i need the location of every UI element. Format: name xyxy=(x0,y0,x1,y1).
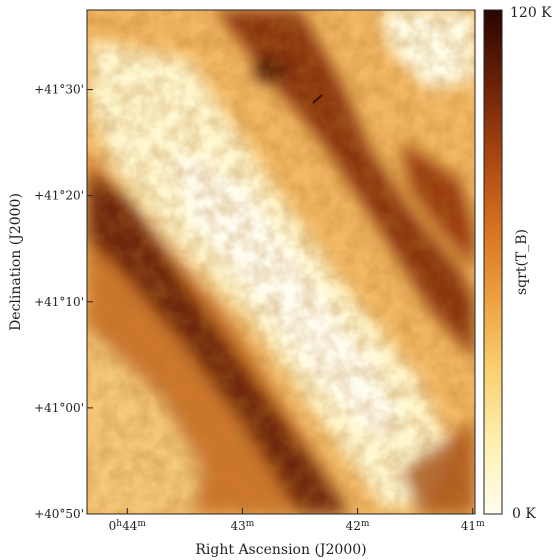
colorbar: 120 K 0 K sqrt(T_B) xyxy=(483,5,552,522)
y-axis-title: Declination (J2000) xyxy=(8,193,24,331)
x-tick-label: 41m xyxy=(461,519,485,533)
y-tick-label: +41°10' xyxy=(34,295,84,309)
y-tick-label: +41°00' xyxy=(34,401,84,415)
y-tick-label: +41°20' xyxy=(34,189,84,203)
heatmap-image xyxy=(87,10,475,514)
colorbar-ramp xyxy=(483,9,503,515)
colorbar-title: sqrt(T_B) xyxy=(514,229,530,295)
colorbar-min-label: 0 K xyxy=(512,506,536,522)
y-tick-label: +40°50' xyxy=(34,507,84,521)
x-axis: 0h44m 43m 42m 41m xyxy=(109,508,485,533)
y-tick-label: +41°30' xyxy=(34,83,84,97)
plot-frame xyxy=(86,9,476,515)
x-axis-title: Right Ascension (J2000) xyxy=(195,542,366,558)
colorbar-max-label: 120 K xyxy=(510,5,552,21)
x-tick-label: 0h44m xyxy=(109,519,147,533)
x-tick-label: 42m xyxy=(346,519,370,533)
x-tick-label: 43m xyxy=(231,519,255,533)
y-axis: +40°50' +41°00' +41°10' +41°20' +41°30' xyxy=(34,83,93,521)
